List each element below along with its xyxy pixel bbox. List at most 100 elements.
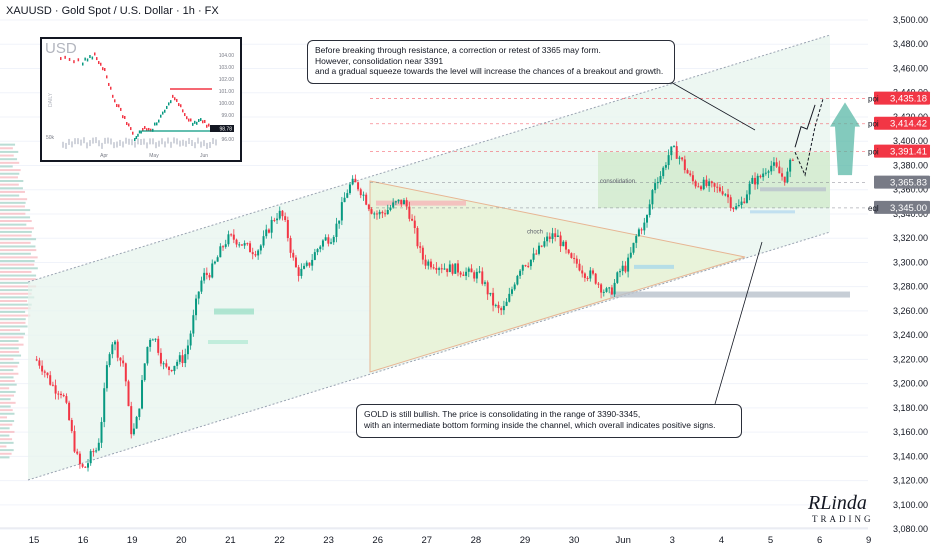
candle-body [254,254,257,256]
candle-body [510,289,513,294]
inset-candle [73,60,75,64]
candle-body [116,341,119,358]
liquidity-zone [376,200,466,206]
candle-body [100,421,103,443]
candle-body [297,267,300,276]
volume-profile-bar [0,205,25,208]
volume-profile-bar [0,198,28,201]
inset-candle [186,116,188,120]
candle-body [564,241,567,250]
candle-body [168,366,171,370]
inset-volume-bar [65,142,67,149]
candle-body [559,235,562,247]
candle-body [281,210,284,217]
inset-candle [144,126,146,130]
candle-body [62,395,65,397]
candle-body [89,451,92,464]
price-tick-label: 3,300.00 [893,257,928,267]
candle-body [651,190,654,205]
inset-candle [114,99,116,103]
candle-body [159,352,162,364]
candle-body [759,175,762,178]
candle-body [627,257,630,272]
inset-volume-bar [125,137,127,144]
volume-profile-bar [0,383,17,386]
candle-body [232,234,235,240]
inset-volume-bar [110,138,112,145]
volume-profile-bar [0,263,35,266]
volume-profile-bar [0,216,31,219]
candle-body [502,305,505,311]
inset-candle [122,115,124,119]
inset-volume-bar [83,137,85,144]
candle-body [313,252,316,260]
candle-body [646,214,649,223]
volume-profile-bar [0,161,20,164]
price-axis [868,0,932,550]
candle-body [127,381,130,407]
price-label-tag: eql [868,204,879,213]
inset-volume-bar [104,137,106,144]
inset-volume-bar [206,142,208,149]
price-tick-label: 3,180.00 [893,403,928,413]
inset-volume-bar [113,142,115,149]
candle-body [791,159,794,161]
inset-candle [202,120,204,124]
candle-body [429,261,432,268]
volume-profile-bar [0,449,14,452]
inset-tick-label: 103.00 [219,65,235,71]
volume-profile-bar [0,350,20,353]
candle-body [311,259,314,266]
inset-candle [96,57,98,61]
candle-body [51,384,54,386]
candle-body [108,354,111,366]
candle-body [143,363,146,381]
candle-body [583,273,586,278]
volume-profile-bar [0,256,38,259]
inset-volume-bar [134,141,136,148]
inset-volume-bar [197,137,199,144]
candle-body [330,242,333,244]
candle-body [276,218,279,221]
volume-profile-bar [0,358,14,361]
inset-volume-bar [194,142,196,149]
liquidity-zone [634,264,674,269]
candle-body [246,243,249,245]
candle-body [475,271,478,279]
candle-body [413,220,416,229]
inset-last-value: 98.78 [219,127,232,133]
candle-body [724,194,727,196]
inset-volume-bar [209,141,211,148]
candle-body [375,213,378,215]
price-label-box [874,91,930,105]
candle-body [637,229,640,237]
candle-body [438,268,441,270]
inset-candle [174,97,176,101]
volume-profile-bar [0,372,19,375]
inset-candle [68,57,71,61]
candle-body [675,146,678,159]
candle-body [176,361,179,366]
choch-label: choch [527,229,543,235]
candle-body [240,244,243,246]
inset-candle [137,133,139,137]
candle-body [103,388,106,422]
inset-candle [142,127,144,131]
candle-body [548,236,551,239]
candle-body [775,162,778,167]
candle-body [335,223,338,237]
inset-volume-bar [170,141,172,148]
candle-body [43,371,46,373]
candle-body [124,363,127,382]
inset-candle [176,98,178,102]
price-label-tag: poi [868,120,879,129]
candle-body [416,228,419,247]
candle-body [386,210,389,215]
price-tick-label: 3,260.00 [893,306,928,316]
candle-body [535,253,538,255]
candle-body [384,213,387,215]
inset-candle [89,55,91,59]
candle-body [513,284,516,290]
volume-profile-bar [0,321,26,324]
